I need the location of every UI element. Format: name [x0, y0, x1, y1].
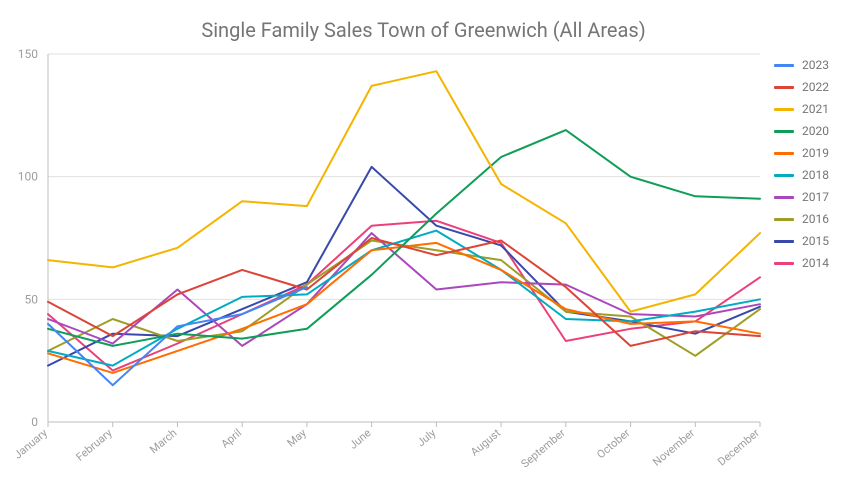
series-2017 — [48, 233, 760, 346]
x-tick-label: July — [415, 426, 439, 449]
legend-swatch — [774, 218, 794, 221]
legend-item: 2015 — [774, 234, 829, 248]
legend-item: 2018 — [774, 168, 829, 182]
legend-item: 2019 — [774, 146, 829, 160]
legend-swatch — [774, 240, 794, 243]
legend-label: 2021 — [802, 102, 829, 116]
series-2020 — [48, 130, 760, 346]
x-tick-label: May — [285, 426, 310, 450]
legend-item: 2020 — [774, 124, 829, 138]
legend-swatch — [774, 108, 794, 111]
x-tick-label: April — [219, 426, 245, 450]
legend-item: 2023 — [774, 58, 829, 72]
legend-swatch — [774, 130, 794, 133]
y-tick-label: 0 — [31, 415, 38, 429]
legend-swatch — [774, 262, 794, 265]
x-tick-label: March — [147, 426, 179, 456]
x-tick-label: December — [715, 426, 762, 468]
y-tick-label: 150 — [18, 47, 38, 61]
legend-label: 2015 — [802, 234, 829, 248]
legend-item: 2021 — [774, 102, 829, 116]
legend-label: 2023 — [802, 58, 829, 72]
legend-item: 2017 — [774, 190, 829, 204]
y-tick-label: 100 — [18, 170, 38, 184]
legend-item: 2016 — [774, 212, 829, 226]
x-tick-label: November — [650, 426, 697, 469]
legend-swatch — [774, 196, 794, 199]
series-2021 — [48, 71, 760, 311]
legend-label: 2019 — [802, 146, 829, 160]
series-2018 — [48, 231, 760, 366]
legend-label: 2016 — [802, 212, 829, 226]
series-2015 — [48, 167, 760, 366]
x-tick-label: June — [347, 426, 374, 452]
x-tick-label: August — [468, 426, 503, 459]
chart-canvas: 0 50 100 150 January February March April May Jun… — [0, 0, 847, 502]
legend-swatch — [774, 86, 794, 89]
legend-item: 2014 — [774, 256, 829, 270]
line-chart: Single Family Sales Town of Greenwich (A… — [0, 0, 847, 502]
legend-swatch — [774, 64, 794, 67]
legend-label: 2014 — [802, 256, 829, 270]
x-tick-label: October — [594, 426, 632, 461]
legend-label: 2018 — [802, 168, 829, 182]
chart-legend: 2023 2022 2021 2020 2019 2018 2017 2016 2015 2014 — [774, 58, 829, 270]
legend-label: 2017 — [802, 190, 829, 204]
legend-swatch — [774, 174, 794, 177]
legend-item: 2022 — [774, 80, 829, 94]
y-tick-label: 50 — [25, 292, 39, 306]
legend-label: 2022 — [802, 80, 829, 94]
legend-swatch — [774, 152, 794, 155]
x-tick-label: January — [12, 426, 51, 462]
x-tick-label: September — [519, 426, 568, 470]
x-tick-label: February — [74, 426, 116, 464]
legend-label: 2020 — [802, 124, 829, 138]
